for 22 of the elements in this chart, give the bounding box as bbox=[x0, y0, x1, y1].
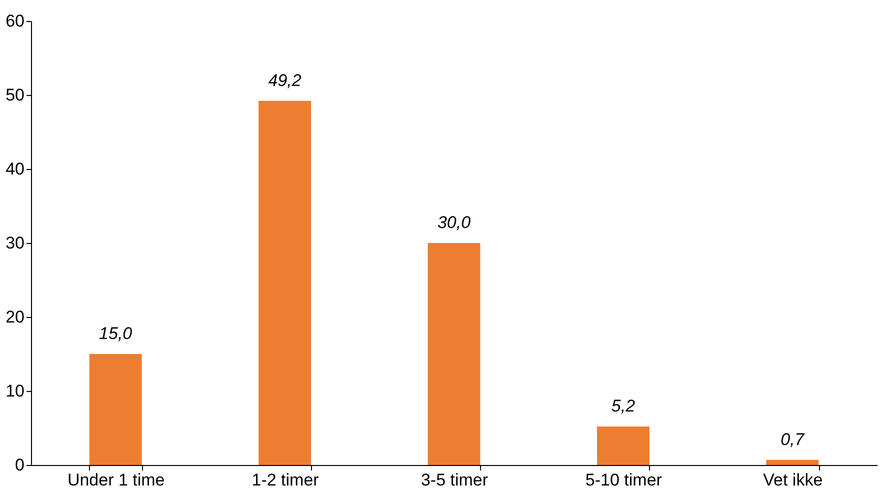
data-label: 30,0 bbox=[437, 213, 472, 232]
y-tick-label: 20 bbox=[6, 308, 24, 326]
bar bbox=[258, 100, 312, 465]
data-label: 5,2 bbox=[611, 396, 636, 416]
x-tick-label: Under 1 time bbox=[67, 470, 165, 490]
y-tick-label: 0 bbox=[15, 456, 24, 474]
x-tick-label: Vet ikke bbox=[763, 470, 823, 490]
x-tick-label: 5-10 timer bbox=[585, 470, 662, 490]
x-tick-label: 1-2 timer bbox=[252, 470, 320, 490]
bar bbox=[596, 426, 650, 465]
y-tick-label: 60 bbox=[6, 12, 24, 30]
data-label: 49,2 bbox=[268, 70, 302, 90]
bar bbox=[766, 460, 819, 465]
y-tick-label: 50 bbox=[6, 86, 24, 104]
y-tick-label: 30 bbox=[6, 234, 24, 252]
x-tick-label: 3-5 timer bbox=[420, 470, 488, 490]
y-tick-label: 40 bbox=[6, 160, 24, 178]
data-label: 0,7 bbox=[780, 430, 805, 449]
y-tick-label: 10 bbox=[6, 382, 24, 400]
bar bbox=[89, 354, 142, 465]
bar bbox=[428, 243, 480, 465]
data-label: 15,0 bbox=[99, 324, 133, 343]
